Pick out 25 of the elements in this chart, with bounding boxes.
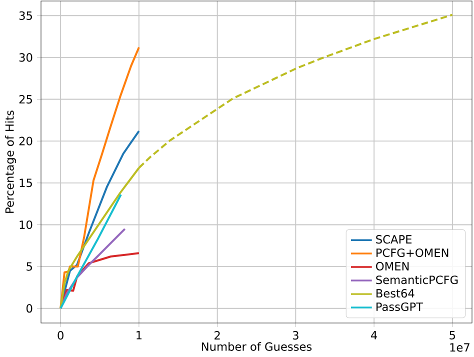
line-series xyxy=(60,194,122,310)
x-axis-title: Number of Guesses xyxy=(202,342,312,351)
y-tick-label: 15 xyxy=(20,178,32,188)
x-tick-label: 1 xyxy=(136,331,142,340)
legend-label: Best64 xyxy=(376,289,414,298)
y-tick-label: 30 xyxy=(19,53,32,62)
y-tick-label: 0 xyxy=(26,304,32,313)
y-axis-title: Percentage of Hits xyxy=(5,110,16,213)
text: 1e7 xyxy=(450,343,470,352)
line-series xyxy=(60,46,140,310)
x-tick-label: 4 xyxy=(370,331,378,340)
legend-label: PassGPT xyxy=(376,302,424,312)
y-tick-label: 25 xyxy=(19,94,32,104)
legend-label: OMEN xyxy=(376,262,409,271)
x-tick-label: 0 xyxy=(58,331,64,340)
legend-label: SCAPE xyxy=(376,235,412,244)
y-tick-label: 10 xyxy=(20,220,32,230)
x-tick-label: 3 xyxy=(292,331,298,340)
y-tick-label: 35 xyxy=(19,11,32,20)
legend-label: PCFG+OMEN xyxy=(376,248,448,258)
legend-label: SemanticPCFG xyxy=(376,275,458,284)
y-tick-label: 20 xyxy=(19,136,32,146)
x-tick-label: 2 xyxy=(214,331,220,340)
x-tick-label: 5 xyxy=(450,331,456,340)
y-tick-label: 5 xyxy=(26,262,32,271)
